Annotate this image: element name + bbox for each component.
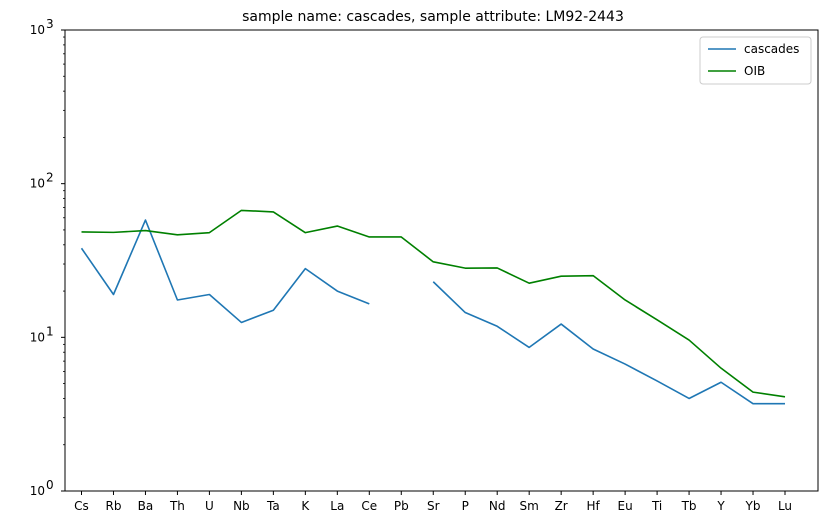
y-tick-exponent: 1 [46,324,54,338]
legend-label-oib: OIB [744,64,765,78]
x-axis: Cs Rb Ba Th U Nb Ta K La Ce Pb Sr P Nd Sm Zr Hf Eu Ti Tb Y Yb… [74,491,792,513]
legend: cascades OIB [699,36,812,85]
y-tick-label: 10 [30,23,45,37]
x-tick-label: Hf [587,499,601,513]
y-tick-exponent: 3 [46,17,54,31]
y-tick-label: 10 [30,484,45,498]
x-tick-label: U [205,499,214,513]
x-tick-label: Cs [74,499,89,513]
x-tick-label: Rb [105,499,121,513]
series-layer [80,209,786,405]
legend-label-cascades: cascades [744,42,799,56]
chart-title: sample name: cascades, sample attribute:… [242,9,624,25]
y-tick-label: 10 [30,177,45,191]
series-line-oib [81,209,786,398]
x-tick-label: Y [716,499,725,513]
x-tick-label: Nd [489,499,506,513]
x-tick-label: Ce [361,499,377,513]
x-tick-label: Yb [745,499,761,513]
x-tick-label: La [330,499,344,513]
x-tick-label: Sr [427,499,440,513]
series-line-cascades [432,281,785,405]
x-tick-label: Lu [778,499,792,513]
x-tick-label: Tb [681,499,697,513]
y-tick-exponent: 0 [46,478,54,492]
x-tick-label: Ba [138,499,154,513]
x-tick-label: Ti [651,499,662,513]
y-tick-exponent: 2 [46,171,54,185]
x-tick-label: P [462,499,469,513]
x-tick-label: Nb [233,499,250,513]
y-tick-label: 10 [30,330,45,344]
plot-area [64,29,819,492]
x-tick-label: Pb [394,499,409,513]
x-tick-label: Th [169,499,185,513]
x-tick-label: Eu [618,499,633,513]
x-tick-label: Zr [555,499,568,513]
x-tick-label: Sm [520,499,539,513]
x-tick-label: Ta [266,499,280,513]
x-tick-label: K [301,499,310,513]
series-line-cascades [80,219,370,324]
